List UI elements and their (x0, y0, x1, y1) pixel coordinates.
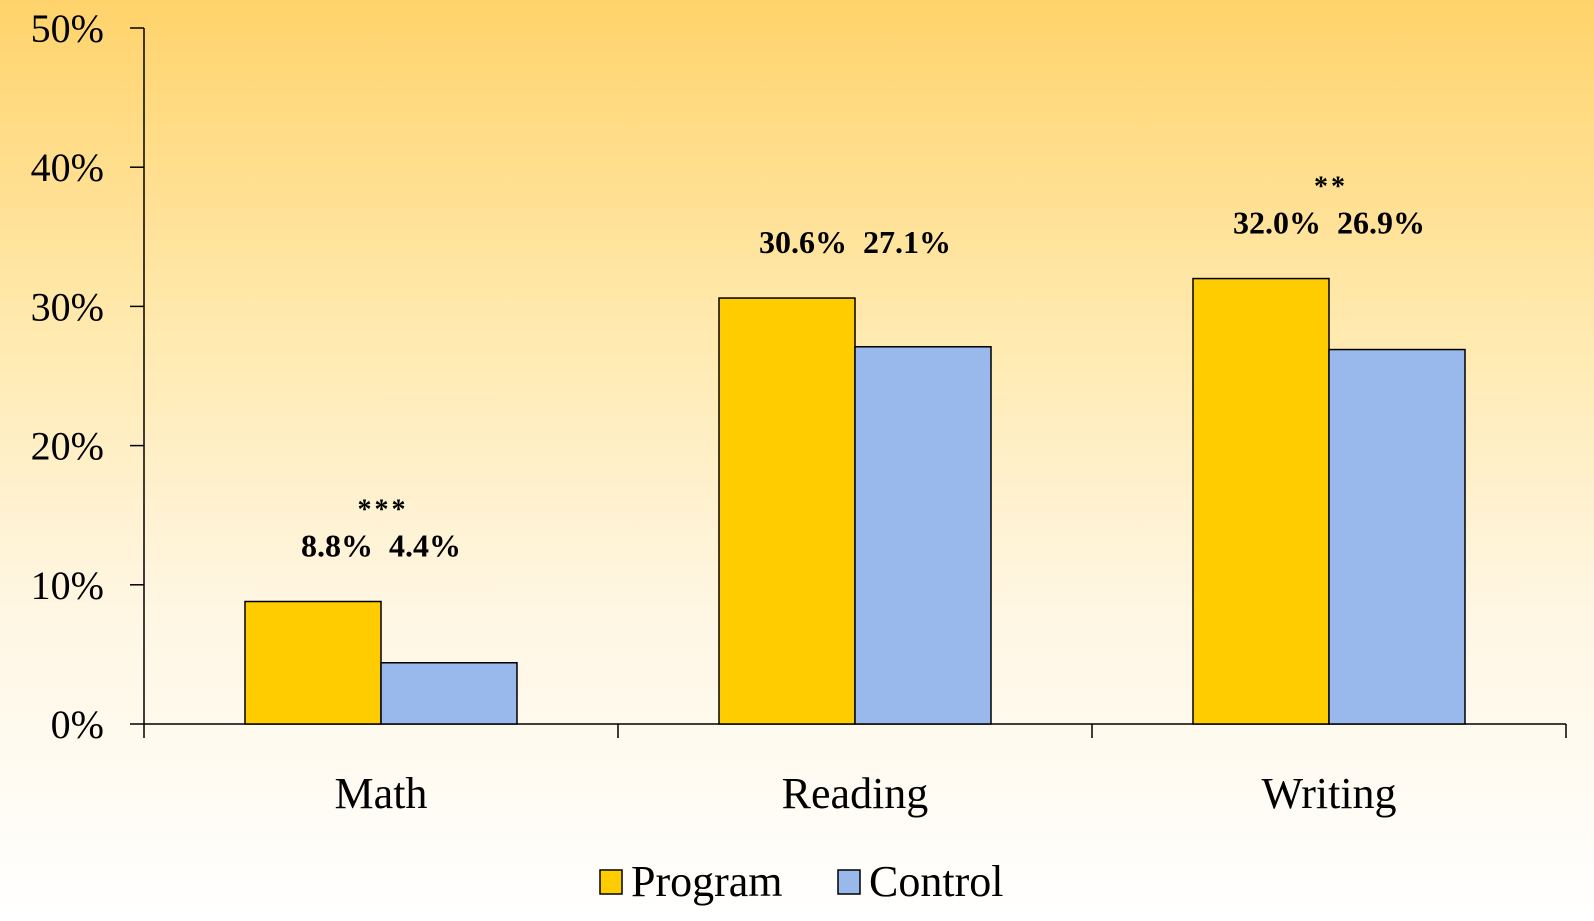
data-label-control: 27.1% (863, 224, 951, 260)
y-tick-label: 0% (51, 702, 104, 747)
y-tick-label: 40% (31, 145, 104, 190)
bar-program (244, 600, 382, 725)
category-label: Writing (1261, 769, 1396, 818)
y-tick-label: 20% (31, 424, 104, 469)
bar-control (1328, 348, 1466, 725)
data-label-program: 30.6% (759, 224, 847, 260)
bar-control (854, 346, 992, 725)
bar-program (718, 297, 856, 725)
legend-label-control: Control (869, 857, 1003, 906)
y-tick-label: 30% (31, 284, 104, 329)
significance-marker: *** (358, 495, 409, 526)
legend-label-program: Program (631, 857, 783, 906)
data-label-control: 4.4% (389, 528, 461, 564)
y-tick-label: 50% (31, 6, 104, 51)
legend-swatch-program (599, 869, 623, 895)
data-label-program: 8.8% (301, 528, 373, 564)
data-label-program: 32.0% (1233, 205, 1321, 241)
plot-area: 0% 10% 20% 30% 40% 50% 8.8% 4.4%*** Math 30.6% 27.… (31, 6, 1567, 906)
data-label-control: 26.9% (1337, 205, 1425, 241)
y-tick-label: 10% (31, 563, 104, 608)
bar-program (1192, 277, 1330, 725)
significance-marker: ** (1314, 172, 1348, 203)
category-label: Reading (782, 769, 929, 818)
legend-swatch-control (837, 869, 861, 895)
bar-control (380, 662, 518, 725)
category-label: Math (335, 769, 428, 818)
